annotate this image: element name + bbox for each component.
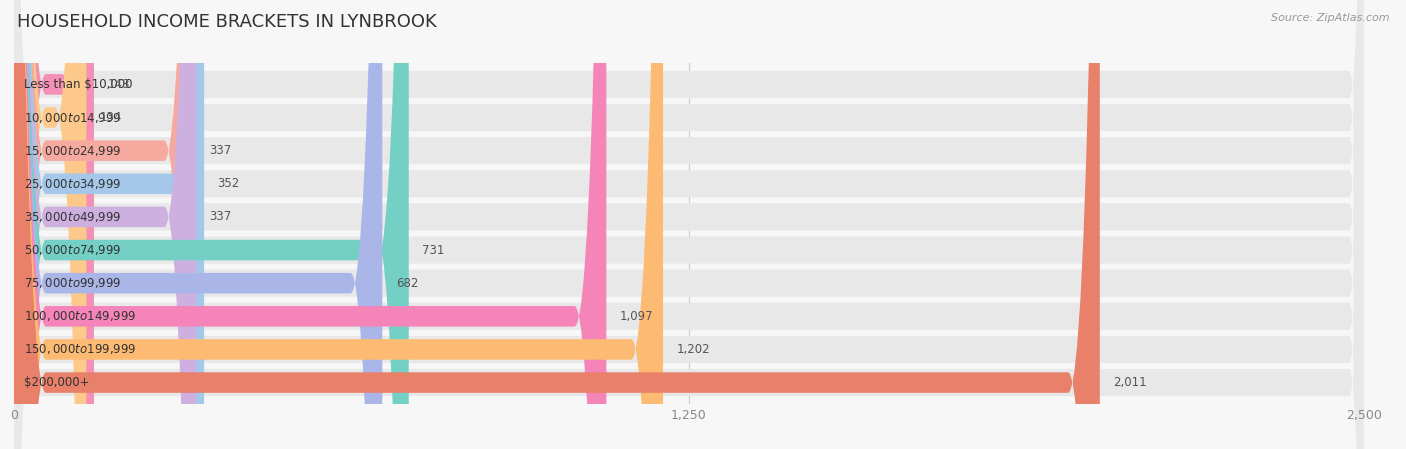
Text: 1,097: 1,097 (620, 310, 654, 323)
Text: $100,000 to $149,999: $100,000 to $149,999 (24, 309, 136, 323)
Text: Less than $10,000: Less than $10,000 (24, 78, 132, 91)
Text: 134: 134 (100, 111, 122, 124)
Text: $150,000 to $199,999: $150,000 to $199,999 (24, 343, 136, 357)
Text: 352: 352 (218, 177, 240, 190)
FancyBboxPatch shape (14, 0, 1364, 449)
FancyBboxPatch shape (14, 0, 86, 449)
FancyBboxPatch shape (14, 0, 1364, 449)
FancyBboxPatch shape (14, 0, 1364, 449)
FancyBboxPatch shape (14, 0, 409, 449)
Text: $35,000 to $49,999: $35,000 to $49,999 (24, 210, 121, 224)
Text: HOUSEHOLD INCOME BRACKETS IN LYNBROOK: HOUSEHOLD INCOME BRACKETS IN LYNBROOK (17, 13, 437, 31)
FancyBboxPatch shape (14, 0, 1364, 449)
Text: $25,000 to $34,999: $25,000 to $34,999 (24, 177, 121, 191)
FancyBboxPatch shape (14, 0, 1364, 449)
Text: $200,000+: $200,000+ (24, 376, 89, 389)
Text: $15,000 to $24,999: $15,000 to $24,999 (24, 144, 121, 158)
FancyBboxPatch shape (14, 0, 1099, 449)
FancyBboxPatch shape (14, 0, 195, 449)
FancyBboxPatch shape (14, 0, 1364, 449)
Text: $50,000 to $74,999: $50,000 to $74,999 (24, 243, 121, 257)
FancyBboxPatch shape (14, 0, 1364, 449)
Text: $75,000 to $99,999: $75,000 to $99,999 (24, 276, 121, 290)
FancyBboxPatch shape (14, 0, 382, 449)
Text: 682: 682 (395, 277, 418, 290)
FancyBboxPatch shape (14, 0, 1364, 449)
Text: 148: 148 (107, 78, 129, 91)
Text: 1,202: 1,202 (676, 343, 710, 356)
Text: 2,011: 2,011 (1114, 376, 1147, 389)
Text: 731: 731 (422, 243, 444, 256)
FancyBboxPatch shape (14, 0, 606, 449)
FancyBboxPatch shape (14, 0, 1364, 449)
Text: Source: ZipAtlas.com: Source: ZipAtlas.com (1271, 13, 1389, 23)
FancyBboxPatch shape (14, 0, 94, 449)
FancyBboxPatch shape (14, 0, 204, 449)
Text: 337: 337 (209, 144, 232, 157)
FancyBboxPatch shape (14, 0, 664, 449)
Text: $10,000 to $14,999: $10,000 to $14,999 (24, 110, 121, 124)
FancyBboxPatch shape (14, 0, 1364, 449)
Text: 337: 337 (209, 211, 232, 224)
FancyBboxPatch shape (14, 0, 195, 449)
